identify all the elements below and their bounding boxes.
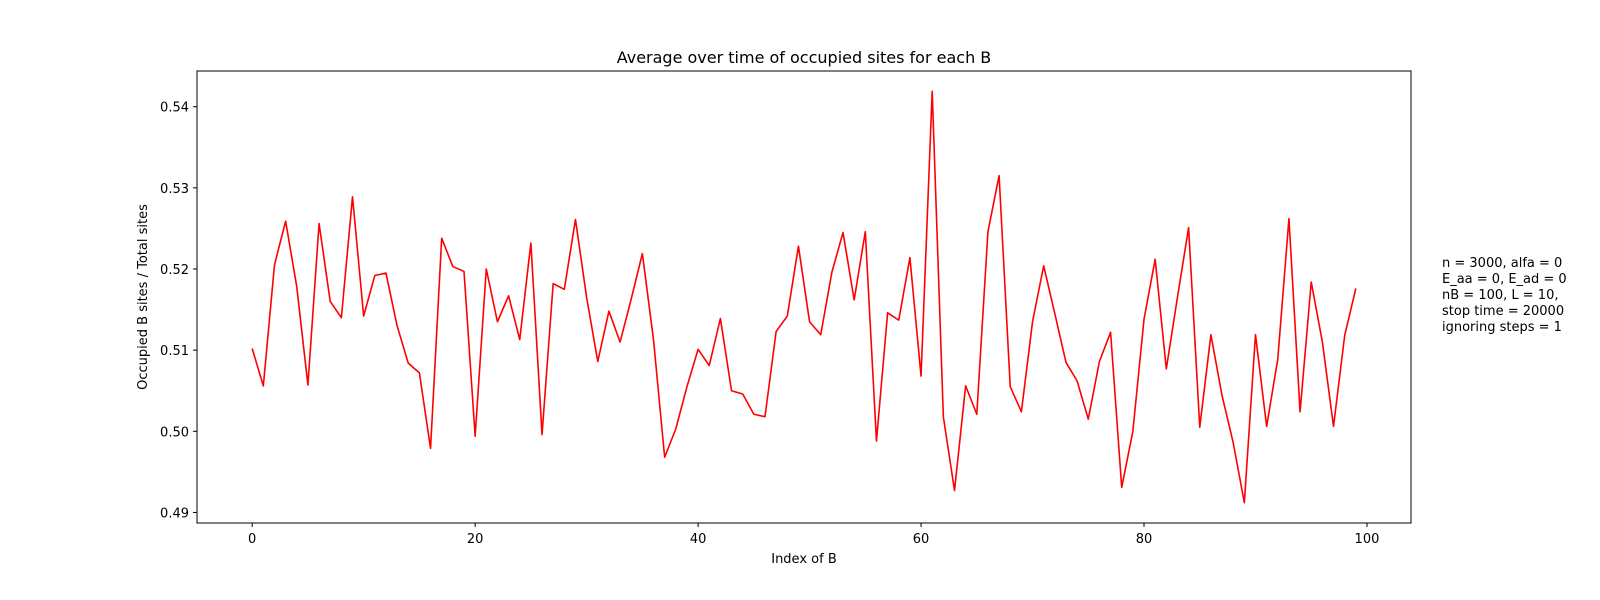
series-line-0 (251, 90, 1357, 504)
parameter-annotation: n = 3000, alfa = 0E_aa = 0, E_ad = 0nB =… (1442, 256, 1567, 335)
y-axis-label: Occupied B sites / Total sites (136, 204, 151, 390)
x-tick-label-60: 60 (913, 532, 930, 547)
x-tick-label-0: 0 (248, 532, 256, 547)
y-tick-label-4: 0.53 (160, 182, 189, 197)
annotation-line-0: n = 3000, alfa = 0 (1442, 256, 1562, 271)
annotation-line-4: ignoring steps = 1 (1442, 320, 1562, 335)
x-tick-label-40: 40 (690, 532, 707, 547)
y-tick-label-0: 0.49 (160, 506, 189, 521)
annotation-line-3: stop time = 20000 (1442, 304, 1564, 319)
x-tick-label-20: 20 (467, 532, 484, 547)
plot-area: 0 20 40 60 80 100 0.49 0.50 0.51 0.52 0.53 0.54 (160, 70, 1412, 547)
x-axis-label: Index of B (771, 552, 837, 567)
chart-title: Average over time of occupied sites for … (617, 48, 992, 67)
x-tick-label-100: 100 (1355, 532, 1380, 547)
x-tick-label-80: 80 (1136, 532, 1153, 547)
annotation-line-1: E_aa = 0, E_ad = 0 (1442, 272, 1567, 287)
y-tick-label-3: 0.52 (160, 263, 189, 278)
y-tick-label-2: 0.51 (160, 344, 189, 359)
annotation-line-2: nB = 100, L = 10, (1442, 288, 1558, 303)
axes-frame (196, 70, 1412, 524)
y-tick-label-1: 0.50 (160, 425, 189, 440)
y-tick-label-5: 0.54 (160, 101, 189, 116)
